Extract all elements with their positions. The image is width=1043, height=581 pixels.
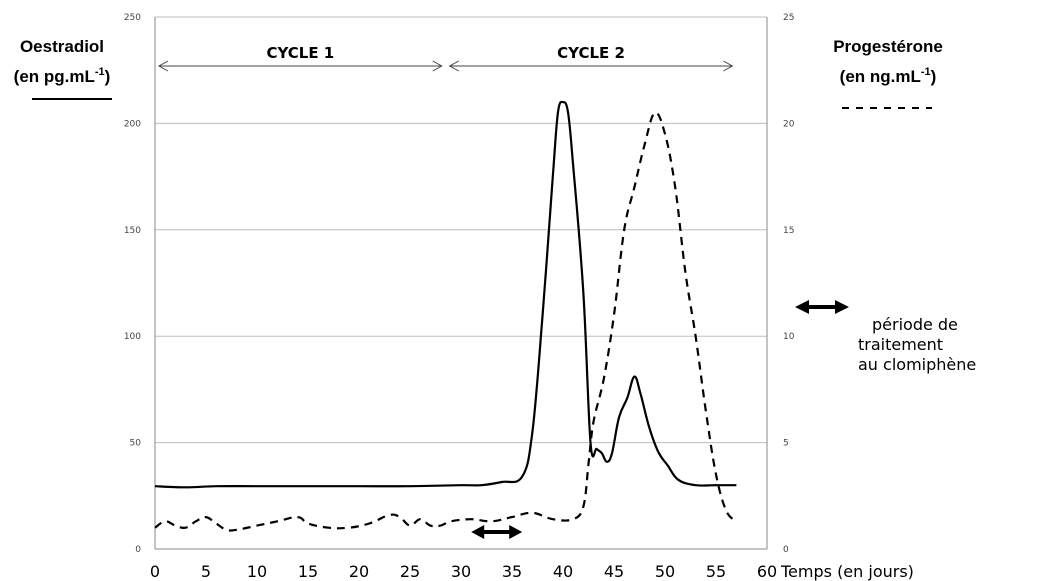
- x-tick-label-3: 15: [298, 562, 318, 581]
- right-tick-label-5: 25: [783, 13, 794, 23]
- x-tick-label-11: 55: [706, 562, 726, 581]
- left-tick-label-0: 0: [135, 545, 141, 555]
- axes: [154, 17, 768, 550]
- x-tick-label-4: 20: [349, 562, 369, 581]
- treatment-marker: [471, 525, 523, 539]
- x-axis-label: Temps (en jours): [780, 562, 914, 581]
- x-tick-label-12: 60: [757, 562, 777, 581]
- series-lines: [154, 100, 738, 532]
- x-tick-label-2: 10: [247, 562, 267, 581]
- x-tick-label-1: 5: [201, 562, 211, 581]
- x-tick-label-8: 40: [553, 562, 573, 581]
- left-axis-title: Oestradiol: [20, 37, 104, 56]
- treatment-period-arrow: [471, 525, 523, 539]
- right-tick-label-2: 10: [783, 332, 795, 342]
- right-tick-label-1: 5: [783, 439, 789, 449]
- left-tick-label-3: 150: [124, 226, 141, 236]
- cycle-label-2: CYCLE 2: [557, 44, 625, 62]
- progesterone-series-line: [154, 111, 738, 532]
- cycle-arrow-1: [157, 60, 443, 72]
- left-axis-ticks: 0 50 100 150 200 250: [124, 13, 141, 555]
- cycle-label-1: CYCLE 1: [266, 44, 334, 62]
- right-axis-title: Progestérone: [833, 37, 943, 56]
- x-tick-label-7: 35: [502, 562, 522, 581]
- left-axis-unit: (en pg.mL-1): [14, 66, 111, 86]
- right-tick-label-0: 0: [783, 545, 789, 555]
- treatment-legend-line-3: au clomiphène: [858, 355, 976, 374]
- left-tick-label-4: 200: [124, 119, 141, 129]
- x-tick-label-0: 0: [150, 562, 160, 581]
- oestradiol-series-line: [154, 100, 737, 489]
- right-tick-label-4: 20: [783, 119, 795, 129]
- left-tick-label-1: 50: [130, 439, 142, 449]
- grid-lines: [155, 16, 767, 550]
- left-tick-label-2: 100: [124, 332, 141, 342]
- cycle-arrow-2: [448, 60, 734, 72]
- treatment-legend-line-1: période de: [872, 315, 958, 334]
- right-tick-label-3: 15: [783, 226, 794, 236]
- right-axis-ticks: 0 5 10 15 20 25: [783, 13, 795, 555]
- x-axis-ticks: 0 5 10 15 20 25 30 35 40 45 50 55 60: [150, 562, 777, 581]
- x-tick-label-9: 45: [604, 562, 624, 581]
- cycle-arrows: CYCLE 1 CYCLE 2: [157, 44, 734, 72]
- x-tick-label-10: 50: [655, 562, 675, 581]
- right-axis-unit: (en ng.mL-1): [840, 66, 937, 86]
- x-tick-label-5: 25: [400, 562, 420, 581]
- treatment-legend-line-2: traitement: [858, 335, 943, 354]
- treatment-legend-arrow: [795, 300, 849, 314]
- x-tick-label-6: 30: [451, 562, 471, 581]
- left-tick-label-5: 250: [124, 13, 141, 23]
